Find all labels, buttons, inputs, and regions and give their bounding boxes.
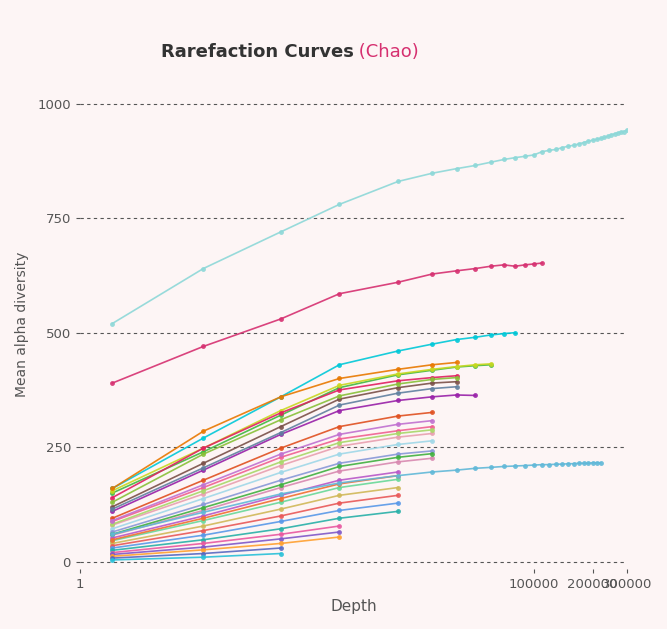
- Text: (Chao): (Chao): [354, 43, 419, 61]
- Text: Rarefaction Curves: Rarefaction Curves: [161, 43, 354, 61]
- Y-axis label: Mean alpha diversity: Mean alpha diversity: [15, 252, 29, 398]
- X-axis label: Depth: Depth: [330, 599, 377, 614]
